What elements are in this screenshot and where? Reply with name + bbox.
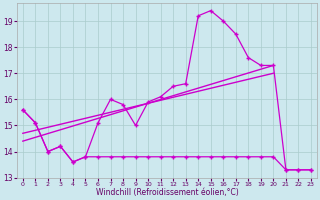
- X-axis label: Windchill (Refroidissement éolien,°C): Windchill (Refroidissement éolien,°C): [96, 188, 238, 197]
